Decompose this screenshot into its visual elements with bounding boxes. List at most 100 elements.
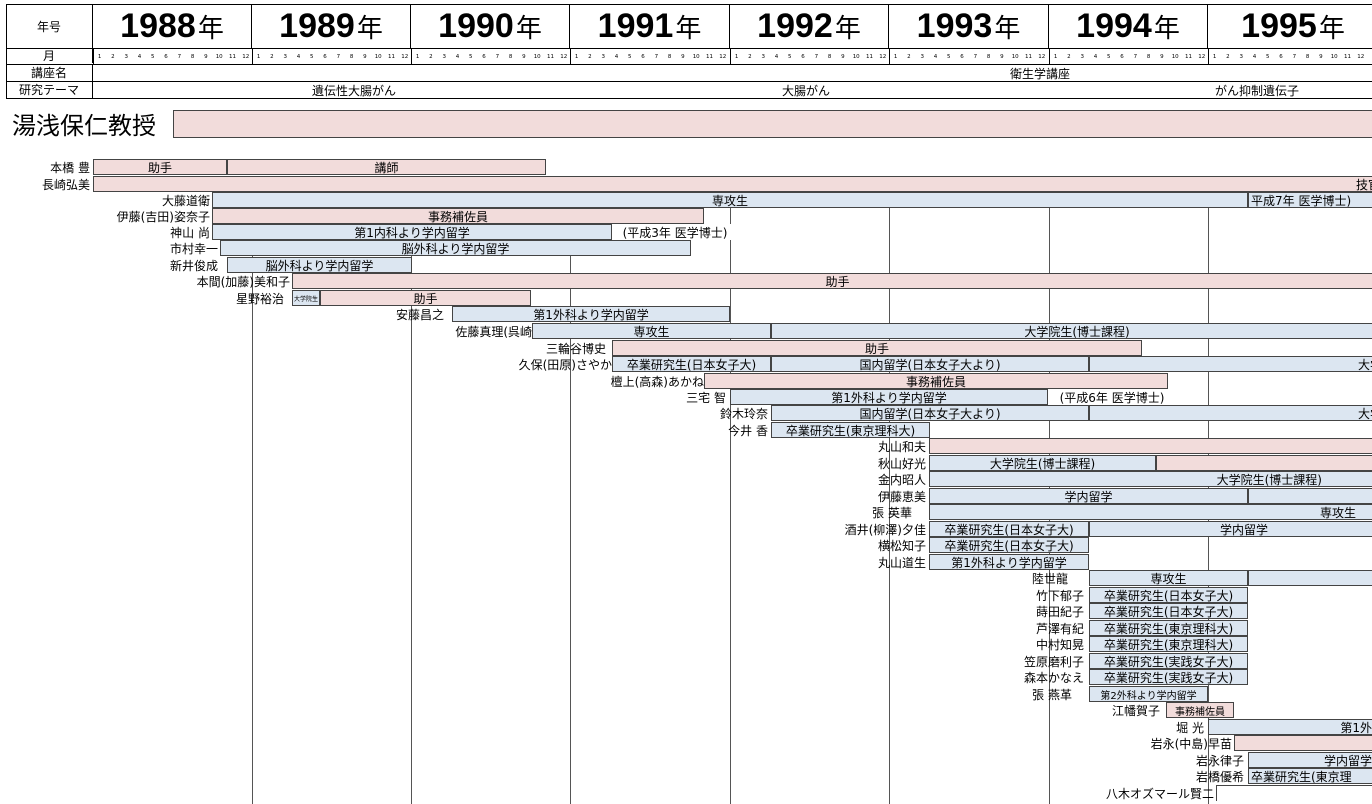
grid-line [6,64,1372,65]
grid-line [6,48,1372,49]
member-name: 堀 光 [1176,720,1204,735]
month-tick: 11 [705,54,713,60]
month-tick: 6 [164,54,168,60]
member-name: 竹下郁子 [1035,588,1084,603]
year-1990: 1990 年 [411,4,570,48]
bar-technician: 技官 [93,176,1372,192]
bar-phd-course: 大学院生(博士課程) [929,471,1372,487]
month-tick: 1 [256,54,261,60]
bar-assistant: 助手 [93,159,227,175]
bar-assistant: 助手 [320,290,531,306]
course-label: 講座名 [6,64,93,81]
month-tick: 12 [401,54,409,60]
month-tick: 5 [947,54,951,60]
member-name: 安藤昌之 [395,307,444,322]
month-tick: 12 [1038,54,1046,60]
member-name: 張 英華 [872,505,912,520]
grid-line [1049,48,1050,64]
month-tick: 3 [761,54,765,60]
grid-line [6,81,1372,82]
year-1988: 1988 年 [93,4,252,48]
bar-research-student: 専攻生 [929,504,1372,520]
month-tick: 11 [1024,54,1032,60]
month-tick: 3 [1239,54,1243,60]
month-tick: 3 [1080,54,1084,60]
month-tick: 9 [522,54,526,60]
month-tick: 9 [363,54,367,60]
month-tick: 8 [1305,54,1310,60]
member-name: 本間(加藤)美和子 [196,274,290,289]
bar-internal-exchange: 第1内科より学内留学 [212,224,612,240]
grid-line [411,48,412,64]
member-name: 星野裕治 [235,291,284,306]
bar-internal-exchange: 脳外科より学内留学 [220,240,691,256]
month-tick: 6 [482,54,486,60]
bar-campus-exchange: 学内留学 [1248,752,1372,768]
month-tick: 5 [788,54,792,60]
grid-line [6,4,7,99]
month-tick: 5 [1107,54,1111,60]
member-name: 鈴木玲奈 [719,406,768,421]
month-tick: 8 [986,54,991,60]
professor-bar [173,110,1372,138]
bar-phd-course: 大学院生(博士課程) [929,455,1156,471]
member-name: 芦澤有紀 [1035,621,1084,636]
bar-phd-note: 平成7年 医学博士) [1248,192,1372,208]
member-name: 岩永律子 [1195,753,1244,768]
month-tick: 9 [841,54,845,60]
year-divider [411,176,412,804]
bar-graduation-research: 卒業研究生(東京理科大) [771,422,930,438]
month-tick: 4 [614,54,619,60]
year-1995: 1995 年 [1241,6,1345,45]
bar-campus-exchange: 学内留学 [929,488,1248,504]
month-tick: 4 [296,54,301,60]
theme-suppressor: がん抑制遺伝子 [1215,84,1300,98]
member-name: 三宅 智 [686,390,726,405]
month-label: 月 [6,48,93,63]
month-tick: 8 [349,54,354,60]
year-divider [570,176,571,804]
bar-research-student: 専攻生 [212,192,1248,208]
bar-assistant: 助手 [292,273,1372,289]
year-divider [889,176,890,804]
month-tick: 6 [641,54,645,60]
member-name: 張 燕革 [1032,687,1072,702]
grid-line [252,48,253,64]
bar-domestic-exchange: 国内留学(日本女子大より) [771,405,1089,421]
month-tick: 4 [1093,54,1098,60]
year-1993: 1993 年 [889,4,1049,48]
month-tick: 7 [177,54,182,60]
bar-assistant: 助手 [612,340,1142,356]
member-name: 新井俊成 [169,258,218,273]
member-name: 丸山和夫 [877,439,926,454]
member-name: 岩永(中島)早苗 [1150,736,1232,751]
month-tick: 5 [310,54,314,60]
month-tick: 10 [533,54,541,60]
member-name: 岩橋優希 [1195,769,1244,784]
member-name: 森本かなえ [1023,670,1084,685]
year-1994: 1994 年 [1049,4,1208,48]
member-name: 蒔田紀子 [1035,604,1084,619]
month-tick: 5 [469,54,473,60]
bar-university: 大学 [1089,405,1372,421]
month-tick: 2 [588,54,592,60]
bar-research-student: 専攻生 [532,323,771,339]
month-tick: 11 [1343,54,1351,60]
bar-blue [1248,488,1372,504]
member-name: 今井 香 [728,423,768,438]
month-tick: 12 [1357,54,1365,60]
member-name: 陸世龍 [1031,571,1068,586]
member-name: 伊藤(吉田)姿奈子 [116,209,210,224]
month-tick: 2 [270,54,274,60]
month-tick: 8 [667,54,672,60]
month-tick: 2 [1226,54,1230,60]
month-tick: 9 [681,54,685,60]
grid-line [570,48,571,64]
month-tick: 2 [429,54,433,60]
month-tick: 11 [546,54,554,60]
month-tick: 10 [1171,54,1179,60]
month-tick: 10 [374,54,382,60]
month-tick: 12 [1198,54,1206,60]
month-tick: 8 [827,54,832,60]
